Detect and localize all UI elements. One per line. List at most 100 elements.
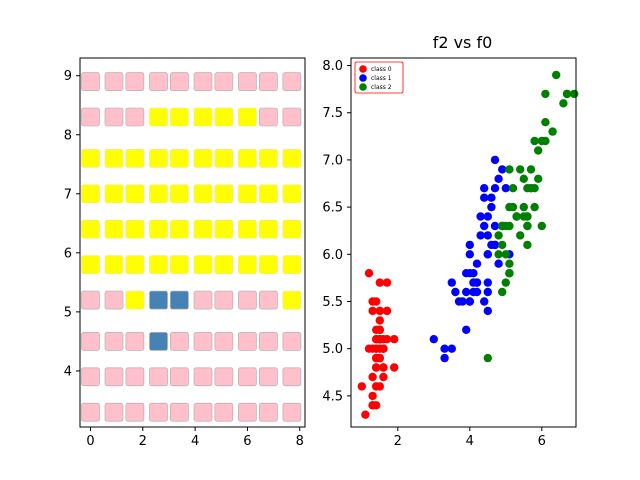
- scatter-point-class-0: [368, 297, 377, 306]
- scatter-point-class-1: [429, 335, 438, 344]
- grid-cell: [170, 184, 189, 204]
- scatter-y-tick-label: 5.0: [322, 342, 343, 357]
- grid-cell: [193, 72, 213, 91]
- grid-cell: [81, 367, 100, 387]
- grid-cell: [149, 219, 168, 239]
- grid-cell: [149, 367, 168, 387]
- grid-cell: [282, 402, 302, 422]
- grid-cell: [214, 332, 234, 351]
- grid-cell: [214, 255, 234, 274]
- grid-cell: [238, 184, 257, 204]
- grid-axes-frame: [79, 57, 306, 428]
- scatter-point-class-1: [472, 259, 482, 268]
- scatter-point-class-2: [534, 146, 543, 155]
- scatter-point-class-2: [516, 231, 525, 240]
- legend-marker: [359, 74, 367, 82]
- grid-cell: [282, 107, 302, 127]
- scatter-point-class-2: [526, 165, 536, 174]
- grid-y-tick-label: 6: [64, 246, 72, 261]
- scatter-point-class-1: [480, 184, 489, 193]
- grid-panel: 0 2 4 6 8 4 5 6 7 8 9: [64, 57, 306, 449]
- grid-cell: [238, 332, 257, 351]
- grid-y-tick-label: 9: [64, 69, 72, 84]
- scatter-point-class-0: [382, 306, 392, 316]
- grid-x-tick-label: 8: [296, 434, 304, 449]
- grid-cell: [259, 149, 278, 168]
- grid-cell: [193, 107, 213, 127]
- grid-cell: [149, 402, 168, 422]
- scatter-point-class-0: [372, 353, 381, 363]
- scatter-point-class-1: [476, 231, 485, 240]
- scatter-point-class-0: [368, 391, 377, 401]
- scatter-point-class-1: [480, 193, 489, 202]
- scatter-point-class-2: [534, 174, 543, 183]
- grid-cell: [81, 332, 100, 351]
- grid-cell: [81, 107, 100, 127]
- grid-cell: [214, 367, 234, 387]
- scatter-point-class-0: [372, 382, 381, 391]
- grid-cell: [149, 149, 168, 168]
- grid-cell: [282, 367, 302, 387]
- scatter-point-class-1: [490, 184, 500, 193]
- grid-cell: [238, 255, 257, 274]
- legend-marker: [359, 65, 367, 73]
- scatter-point-class-1: [483, 250, 492, 259]
- grid-cell: [170, 219, 189, 239]
- scatter-point-class-2: [537, 136, 546, 146]
- scatter-point-class-0: [372, 363, 381, 372]
- scatter-point-class-0: [379, 344, 388, 353]
- grid-cell: [259, 107, 278, 127]
- scatter-point-class-0: [375, 306, 384, 316]
- scatter-point-class-1: [451, 287, 460, 297]
- grid-cell: [125, 332, 145, 351]
- grid-cell: [104, 149, 124, 168]
- grid-y-tick-label: 4: [64, 364, 72, 379]
- grid-cell: [125, 255, 145, 274]
- scatter-panel: f2 vs f0 2 4 6 4.5 5.0 5.5 6.0 6.5 7.0 7.5 8.0 cla…: [322, 33, 579, 449]
- scatter-point-class-0: [361, 410, 370, 419]
- legend-label: class 0: [371, 66, 392, 73]
- scatter-point-class-2: [548, 127, 557, 136]
- grid-cell: [104, 107, 124, 127]
- scatter-point-class-2: [516, 165, 525, 174]
- scatter-point-class-1: [483, 231, 492, 240]
- legend-label: class 2: [371, 84, 392, 91]
- grid-cell: [81, 402, 100, 422]
- scatter-point-class-1: [462, 287, 471, 297]
- grid-cell: [81, 219, 100, 239]
- scatter-point-class-0: [375, 325, 384, 334]
- grid-cell: [282, 290, 302, 310]
- grid-cell: [193, 332, 213, 351]
- scatter-point-class-1: [469, 278, 478, 287]
- grid-axis-ticks: 0 2 4 6 8 4 5 6 7 8 9: [64, 69, 304, 449]
- scatter-y-tick-label: 6.5: [322, 201, 343, 216]
- grid-cell: [193, 255, 213, 274]
- scatter-point-class-1: [462, 325, 471, 334]
- grid-cell: [104, 332, 124, 351]
- grid-cell: [149, 290, 168, 310]
- scatter-point-class-1: [465, 297, 474, 306]
- grid-cell: [125, 149, 145, 168]
- scatter-point-class-2: [562, 89, 572, 99]
- grid-cell: [104, 72, 124, 91]
- scatter-point-class-0: [379, 335, 388, 344]
- scatter-x-tick-label: 4: [466, 434, 474, 449]
- scatter-point-class-2: [494, 231, 503, 240]
- scatter-point-class-2: [559, 99, 568, 108]
- grid-cell: [170, 290, 189, 310]
- grid-cell: [214, 107, 234, 127]
- grid-cell: [193, 149, 213, 168]
- scatter-point-class-2: [505, 259, 514, 268]
- scatter-point-class-1: [483, 306, 492, 316]
- scatter-point-class-1: [447, 278, 456, 287]
- scatter-y-tick-label: 7.0: [322, 153, 343, 168]
- grid-cell: [238, 402, 257, 422]
- grid-cell: [282, 332, 302, 351]
- scatter-point-class-0: [375, 278, 384, 287]
- grid-cell: [259, 367, 278, 387]
- scatter-point-class-0: [368, 372, 377, 382]
- scatter-point-class-1: [483, 212, 492, 221]
- scatter-point-class-1: [472, 287, 482, 297]
- grid-cell: [193, 367, 213, 387]
